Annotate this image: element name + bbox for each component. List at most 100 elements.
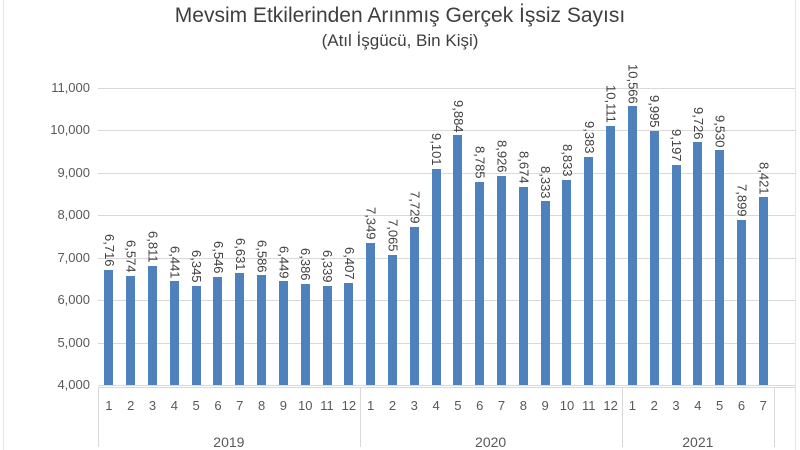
bar-value-label: 6,407 (341, 247, 357, 280)
month-tick-label: 6 (476, 398, 484, 413)
month-tick-label: 1 (367, 398, 375, 413)
bar-value-label: 7,729 (407, 191, 423, 224)
bar (693, 142, 703, 385)
x-axis-table: 1 2 3 4 5 6 7 8 9 10 11 12 1 2 3 4 5 6 7 8 9 10 11 12 1 2 3 4 5 6 7 201… (98, 387, 796, 450)
bar-value-label: 8,833 (559, 144, 575, 177)
bar (257, 275, 267, 385)
bar (126, 275, 136, 385)
bar (758, 197, 768, 385)
bar-value-label: 7,065 (385, 219, 401, 252)
bar (344, 282, 354, 385)
year-separator (359, 388, 361, 447)
bar (322, 285, 332, 385)
gridline (98, 342, 796, 344)
bar-value-label: 6,574 (123, 240, 139, 273)
bar-value-label: 9,995 (647, 95, 663, 128)
month-tick-label: 10 (559, 398, 575, 413)
bar-value-label: 8,674 (516, 151, 532, 184)
month-tick-label: 5 (716, 398, 724, 413)
month-tick-label: 8 (257, 398, 266, 413)
bar-value-label: 9,884 (450, 99, 466, 133)
gridline (98, 385, 796, 386)
bar-value-label: 8,785 (472, 146, 488, 179)
bar (606, 125, 616, 385)
bar-value-label: 9,197 (669, 128, 685, 162)
month-tick-label: 11 (320, 398, 334, 413)
month-tick-label: 2 (388, 398, 397, 413)
bar (627, 106, 637, 385)
year-group-label: 2020 (475, 434, 507, 450)
gridline (98, 88, 796, 89)
bar-value-label: 6,716 (101, 234, 117, 267)
month-tick-label: 9 (279, 398, 288, 413)
plot-area: 6,716 6,574 6,811 6,441 6,345 6,546 6,631 6,586… (98, 64, 796, 386)
gridline (98, 300, 796, 302)
month-tick-label: 6 (737, 398, 746, 413)
month-tick-label: 4 (694, 398, 702, 413)
bar-value-label: 6,386 (298, 248, 314, 281)
bar (649, 130, 659, 385)
month-tick-label: 1 (628, 398, 637, 413)
bar (540, 201, 550, 385)
y-axis-tick-label: 8,000 (57, 207, 90, 223)
y-axis-tick-label: 9,000 (57, 164, 90, 180)
y-axis-tick-label: 4,000 (57, 377, 90, 392)
chart-right-border (795, 0, 796, 450)
bar-value-label: 9,726 (690, 106, 706, 140)
month-tick-label: 9 (541, 398, 549, 413)
bar-value-label: 6,546 (210, 241, 226, 274)
month-tick-label: 3 (672, 398, 680, 413)
gridline (98, 172, 796, 174)
month-tick-label: 8 (519, 398, 527, 413)
bar-value-label: 6,586 (254, 239, 270, 273)
month-tick-label: 3 (148, 398, 157, 413)
gridline (98, 130, 796, 132)
bar (715, 150, 725, 385)
month-tick-label: 5 (454, 398, 462, 413)
bar-value-label: 7,349 (363, 207, 379, 240)
bar (584, 156, 594, 385)
bar-value-label: 6,441 (167, 245, 183, 279)
chart-left-border (3, 0, 4, 450)
chart-subtitle: (Atıl İşgücü, Bin Kişi) (321, 31, 479, 50)
month-tick-label: 7 (497, 398, 506, 413)
bar (431, 168, 441, 385)
bar-value-label: 9,101 (429, 133, 445, 166)
y-axis-tick-label: 6,000 (57, 292, 90, 308)
y-axis-tick-label: 10,000 (50, 122, 90, 138)
bar-value-label: 8,421 (756, 161, 772, 195)
chart-title: Mevsim Etkilerinden Arınmış Gerçek İşsiz… (174, 4, 626, 27)
month-tick-label: 7 (759, 398, 767, 413)
bar (453, 135, 463, 385)
year-group-label: 2021 (682, 434, 714, 450)
bar (736, 219, 746, 385)
bar (518, 186, 528, 385)
bar (300, 283, 310, 385)
bar (409, 226, 419, 385)
month-tick-label: 10 (297, 398, 313, 413)
bar (148, 265, 158, 385)
month-tick-label: 4 (170, 398, 178, 413)
month-tick-label: 12 (341, 398, 357, 413)
month-tick-label: 5 (192, 398, 200, 413)
bar-value-label: 9,530 (712, 114, 728, 148)
month-tick-label: 2 (127, 398, 135, 413)
month-tick-label: 2 (650, 398, 658, 413)
bar (671, 164, 681, 385)
bar (562, 179, 572, 385)
month-tick-label: 3 (410, 398, 418, 413)
bar (235, 273, 245, 385)
gridline (98, 257, 796, 259)
year-separator (98, 388, 99, 447)
bar-value-label: 6,811 (145, 231, 161, 263)
bar-value-label: 10,111 (603, 84, 619, 123)
month-tick-label: 1 (105, 398, 113, 413)
month-tick-label: 12 (603, 398, 618, 413)
bar (191, 285, 201, 385)
y-axis-tick-label: 7,000 (57, 249, 90, 265)
year-group-label: 2019 (213, 434, 245, 450)
bar (104, 269, 114, 385)
bar (497, 176, 507, 385)
month-tick-label: 7 (236, 398, 244, 413)
